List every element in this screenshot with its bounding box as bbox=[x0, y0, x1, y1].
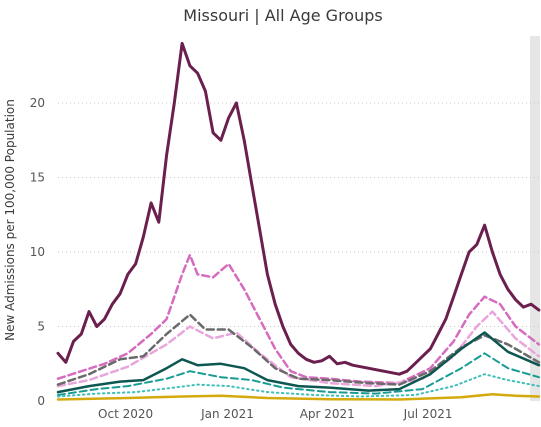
y-tick-label: 20 bbox=[30, 96, 45, 110]
y-tick-label: 15 bbox=[30, 171, 45, 185]
chart-title: Missouri | All Age Groups bbox=[183, 6, 382, 25]
y-tick-label: 10 bbox=[30, 245, 45, 259]
x-tick-label: Oct 2020 bbox=[98, 407, 153, 421]
series-line-2 bbox=[56, 253, 541, 385]
y-tick-label: 5 bbox=[37, 320, 45, 334]
series-line-6 bbox=[57, 352, 540, 396]
highlight-band bbox=[530, 36, 540, 401]
highlight-band-layer bbox=[530, 36, 540, 401]
x-tick-label: Jan 2021 bbox=[200, 407, 254, 421]
series-line-3 bbox=[56, 310, 541, 388]
series-layer bbox=[56, 41, 541, 401]
series-line-7 bbox=[57, 373, 540, 398]
y-tick-labels: 0 5 10 15 20 bbox=[30, 96, 45, 408]
gridlines bbox=[58, 102, 540, 328]
x-tick-label: Jul 2021 bbox=[403, 407, 453, 421]
y-tick-label: 0 bbox=[37, 394, 45, 408]
x-tick-labels: Oct 2020 Jan 2021 Apr 2021 Jul 2021 bbox=[98, 407, 452, 421]
y-axis-label: New Admissions per 100,000 Population bbox=[3, 99, 17, 341]
x-tick-label: Apr 2021 bbox=[300, 407, 355, 421]
series-line-1 bbox=[56, 41, 541, 376]
series-line-5 bbox=[56, 331, 541, 394]
series-line-8 bbox=[56, 393, 541, 401]
